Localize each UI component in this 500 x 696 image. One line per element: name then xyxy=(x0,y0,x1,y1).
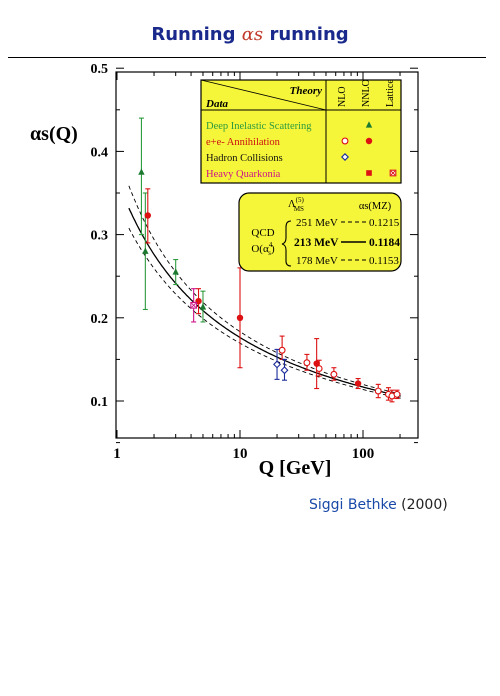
point-marker xyxy=(236,314,244,321)
data-point xyxy=(278,335,286,360)
point-marker xyxy=(280,366,289,375)
point-marker xyxy=(172,268,179,275)
data-point xyxy=(172,259,179,286)
data-point xyxy=(393,389,401,400)
legend-mark-cross xyxy=(390,170,396,176)
data-point xyxy=(142,192,149,311)
credit-author: Siggi Bethke xyxy=(309,497,397,513)
legend-col-nnlo: NNLO xyxy=(361,79,372,107)
credit-year: (2000) xyxy=(401,497,448,513)
point-marker xyxy=(374,387,382,395)
point-marker xyxy=(273,360,282,369)
qcd-order-label: O(α4 s) xyxy=(251,241,275,257)
legend-row-hadron: Hadron Collisions xyxy=(206,153,283,164)
data-point xyxy=(330,367,338,381)
legend-col-lattice: Lattice xyxy=(385,79,396,107)
title-prefix: Running xyxy=(151,24,242,45)
point-marker xyxy=(199,303,207,310)
qcd-row-3-alpha: 0.1153 xyxy=(369,255,399,267)
point-marker-cross xyxy=(191,303,196,308)
data-points xyxy=(138,117,401,403)
data-point xyxy=(138,117,145,236)
legend-box: Theory Data NLO NNLO Lattice Deep Inelas… xyxy=(200,79,402,184)
qcd-label: QCD xyxy=(251,227,274,239)
point-marker xyxy=(138,168,145,175)
data-point xyxy=(199,290,207,323)
y-axis-label-text: αs(Q) xyxy=(30,123,78,145)
legend-row-quarkonia: Heavy Quarkonia xyxy=(206,169,281,180)
point-marker xyxy=(303,359,311,367)
y-tick-label: 0.3 xyxy=(91,229,109,244)
point-marker xyxy=(354,380,362,387)
legend-row-dis: Deep Inelastic Scattering xyxy=(206,121,312,132)
qcd-row-2-lambda: 213 MeV xyxy=(294,237,339,249)
y-tick-label: 0.1 xyxy=(91,395,109,410)
legend-mark xyxy=(366,170,372,176)
legend-theory-header: Theory xyxy=(290,85,323,97)
alpha-header: αs(MZ) xyxy=(359,201,392,212)
title-symbol: αs xyxy=(241,24,264,45)
data-point xyxy=(144,188,152,244)
qcd-curve-3 xyxy=(128,227,401,399)
legend-col-nlo: NLO xyxy=(337,86,348,107)
title-suffix: running xyxy=(263,24,349,45)
data-point xyxy=(354,377,362,390)
data-point xyxy=(384,387,392,401)
point-marker xyxy=(144,212,152,219)
qcd-row-2-alpha: 0.1184 xyxy=(369,237,400,249)
title-rule xyxy=(8,57,486,58)
legend-mark xyxy=(341,153,349,161)
data-point xyxy=(280,358,289,381)
legend-marks xyxy=(341,121,397,177)
legend-data-header: Data xyxy=(205,98,229,110)
point-marker xyxy=(142,247,149,254)
qcd-row-1-lambda: 251 MeV xyxy=(296,217,338,229)
legend-row-ee: e+e- Annihilation xyxy=(206,137,281,148)
x-tick-label: 1 xyxy=(113,446,121,462)
qcd-row-3-lambda: 178 MeV xyxy=(296,255,338,267)
legend-mark xyxy=(365,137,373,145)
data-point xyxy=(190,288,198,323)
x-tick-label: 100 xyxy=(352,446,375,462)
y-tick-label: 0.5 xyxy=(91,62,109,77)
axis-ticks: 1 10 100 0.1 0.2 0.3 0.4 0.5 xyxy=(91,62,418,462)
legend-mark xyxy=(341,137,349,145)
data-point xyxy=(315,359,323,377)
lambda-header: Λ(5) MS xyxy=(288,196,304,213)
point-marker xyxy=(330,370,338,378)
point-marker xyxy=(278,346,286,354)
data-point xyxy=(273,348,282,380)
data-point xyxy=(374,383,382,399)
data-point xyxy=(313,338,320,390)
y-tick-label: 0.4 xyxy=(91,145,109,160)
point-marker xyxy=(393,390,401,398)
data-point xyxy=(236,267,244,369)
y-tick-label: 0.2 xyxy=(91,312,109,327)
qcd-row-1-alpha: 0.1215 xyxy=(369,217,400,229)
y-axis-label: αs(Q) xyxy=(30,123,78,145)
point-marker xyxy=(313,360,320,367)
point-marker xyxy=(315,365,323,373)
slide-title: Running αs running xyxy=(0,24,500,45)
qcd-box: Λ(5) MS αs(MZ) QCD O(α4 s) 251 MeV 0.1215 … xyxy=(238,192,402,272)
data-point xyxy=(303,353,311,371)
x-tick-label: 10 xyxy=(233,446,248,462)
x-axis-label: Q [GeV] xyxy=(259,457,332,479)
legend-mark xyxy=(365,121,373,128)
credit: Siggi Bethke (2000) xyxy=(309,497,448,513)
